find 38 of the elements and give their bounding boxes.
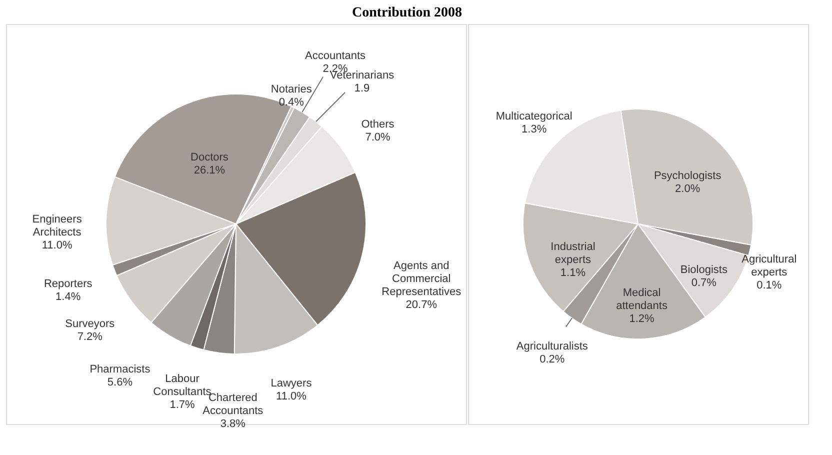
- slice-label: Lawyers: [270, 378, 312, 390]
- data-label: 0.7%: [691, 277, 717, 290]
- slice-label: Veterinarians: [330, 69, 395, 82]
- slice-label: Agricultural experts: [742, 254, 797, 279]
- data-label: 1.9: [354, 82, 370, 94]
- data-label: 3.8%: [220, 418, 246, 430]
- data-label: 0.4%: [278, 96, 304, 109]
- slice-label: Medical attendants: [616, 286, 668, 312]
- slice-label: Engineers Architects: [32, 214, 82, 239]
- slice-label: Accountants: [305, 50, 366, 62]
- data-label: 5.6%: [107, 376, 133, 388]
- slice-label: Psychologists: [654, 170, 722, 182]
- slice-label: Multicategorical: [496, 110, 572, 123]
- slice-label: Doctors: [190, 152, 229, 164]
- data-label: 1.4%: [56, 291, 81, 304]
- slice-label: Others: [361, 118, 395, 131]
- data-label: 7.2%: [77, 331, 103, 344]
- slice-label: Agents and Commercial Representatives: [382, 260, 462, 298]
- slice-label: Biologists: [680, 264, 728, 276]
- data-label: 1.2%: [629, 312, 655, 325]
- data-label: 0.1%: [756, 280, 782, 292]
- data-label: 1.7%: [170, 399, 195, 412]
- data-label: 20.7%: [406, 299, 438, 312]
- slice-label: Agriculturalists: [516, 340, 588, 352]
- data-label: 7.0%: [365, 132, 390, 144]
- slice-label: Reporters: [44, 278, 93, 290]
- chart-title: Contribution 2008: [352, 6, 462, 20]
- data-label: 0.2%: [540, 353, 565, 366]
- slice-label: Pharmacists: [90, 363, 151, 376]
- data-label: 1.3%: [522, 124, 547, 136]
- data-label: 26.1%: [194, 164, 226, 177]
- slice-label: Notaries: [270, 84, 312, 96]
- slice-label: Surveyors: [65, 318, 116, 330]
- slice-label: Industrial experts: [550, 241, 596, 266]
- data-label: 11.0%: [42, 240, 72, 252]
- data-label: 2.0%: [675, 183, 700, 196]
- data-label: 1.1%: [560, 267, 586, 280]
- data-label: 11.0%: [276, 390, 307, 403]
